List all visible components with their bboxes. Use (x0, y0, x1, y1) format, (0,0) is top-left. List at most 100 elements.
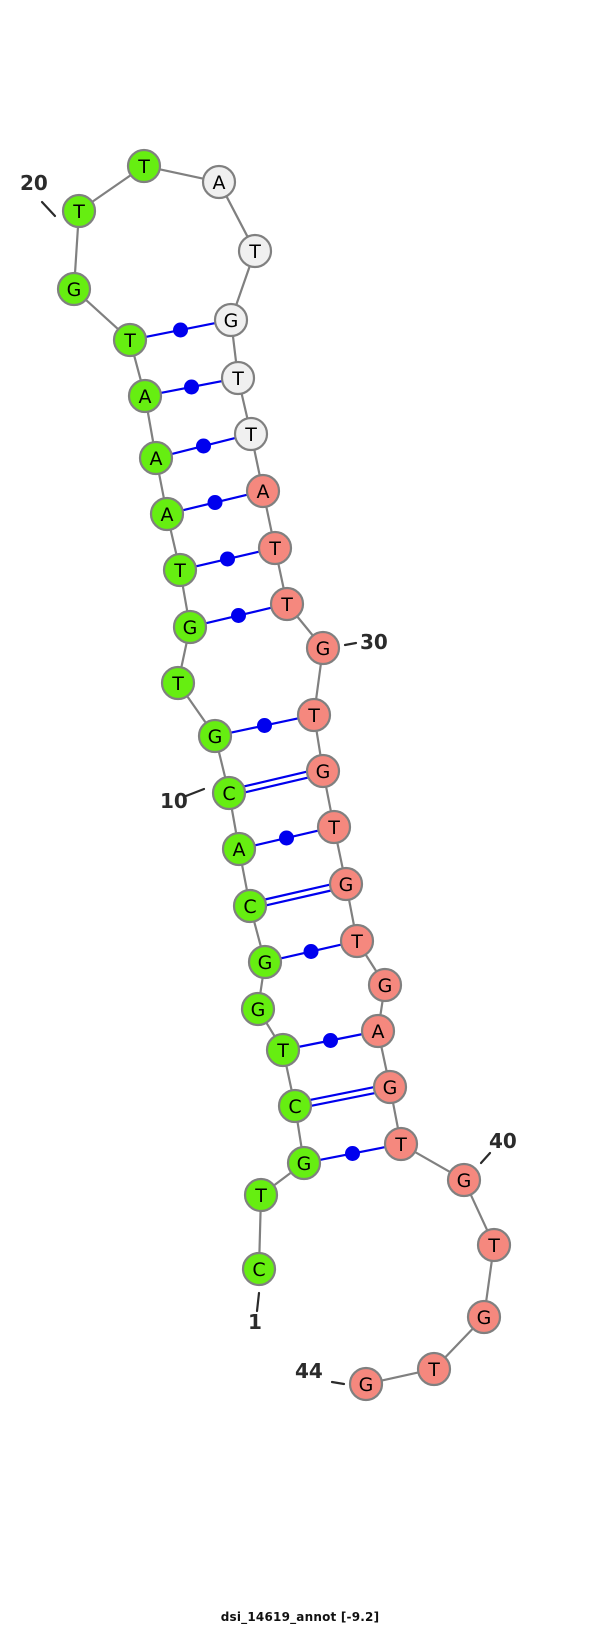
nucleotide-node[interactable]: G (466, 1299, 502, 1335)
nucleotide-circle[interactable] (112, 322, 148, 358)
nucleotide-node[interactable]: T (416, 1351, 452, 1387)
nucleotide-circle[interactable] (221, 831, 257, 867)
nucleotide-node[interactable]: A (245, 473, 281, 509)
nucleotide-node[interactable]: C (277, 1088, 313, 1124)
nucleotide-base-letter: G (339, 874, 354, 896)
nucleotide-node[interactable]: T (339, 923, 375, 959)
nucleotide-node[interactable]: G (348, 1366, 384, 1402)
nucleotide-circle[interactable] (220, 360, 256, 396)
nucleotide-node[interactable]: G (328, 866, 364, 902)
nucleotide-circle[interactable] (257, 530, 293, 566)
nucleotide-circle[interactable] (476, 1227, 512, 1263)
nucleotide-node[interactable]: T (316, 809, 352, 845)
nucleotide-circle[interactable] (339, 923, 375, 959)
nucleotide-circle[interactable] (265, 1032, 301, 1068)
backbone-link (133, 354, 142, 382)
nucleotide-circle[interactable] (316, 809, 352, 845)
nucleotide-node[interactable]: G (213, 302, 249, 338)
nucleotide-circle[interactable] (243, 1177, 279, 1213)
nucleotide-circle[interactable] (232, 888, 268, 924)
nucleotide-circle[interactable] (213, 302, 249, 338)
nucleotide-circle[interactable] (149, 496, 185, 532)
nucleotide-node[interactable]: T (383, 1126, 419, 1162)
bond-dot (231, 608, 246, 623)
nucleotide-base-letter: T (280, 594, 293, 616)
nucleotide-circle[interactable] (245, 473, 281, 509)
nucleotide-node[interactable]: A (201, 164, 237, 200)
nucleotide-node[interactable]: G (56, 271, 92, 307)
nucleotide-circle[interactable] (138, 440, 174, 476)
nucleotide-circle[interactable] (367, 967, 403, 1003)
nucleotide-node[interactable]: G (247, 944, 283, 980)
nucleotide-circle[interactable] (201, 164, 237, 200)
nucleotide-circle[interactable] (127, 378, 163, 414)
nucleotide-node[interactable]: T (257, 530, 293, 566)
nucleotide-node[interactable]: C (241, 1251, 277, 1287)
nucleotide-node[interactable]: T (476, 1227, 512, 1263)
nucleotide-circle[interactable] (383, 1126, 419, 1162)
nucleotide-node[interactable]: A (127, 378, 163, 414)
nucleotide-circle[interactable] (372, 1069, 408, 1105)
nucleotide-node[interactable]: C (232, 888, 268, 924)
nucleotide-node[interactable]: G (286, 1145, 322, 1181)
nucleotide-node[interactable]: T (112, 322, 148, 358)
nucleotide-node[interactable]: T (265, 1032, 301, 1068)
nucleotide-node[interactable]: G (367, 967, 403, 1003)
nucleotide-circle[interactable] (466, 1299, 502, 1335)
nucleotide-circle[interactable] (56, 271, 92, 307)
nucleotide-node[interactable]: G (372, 1069, 408, 1105)
nucleotide-node[interactable]: T (233, 416, 269, 452)
nucleotide-circle[interactable] (446, 1162, 482, 1198)
nucleotide-circle[interactable] (237, 233, 273, 269)
nucleotide-circle[interactable] (269, 586, 305, 622)
nucleotide-circle[interactable] (160, 665, 196, 701)
backbone-link (315, 662, 322, 701)
nucleotide-node[interactable]: T (243, 1177, 279, 1213)
position-tick (479, 1151, 492, 1165)
nucleotide-circle[interactable] (360, 1013, 396, 1049)
nucleotide-circle[interactable] (241, 1251, 277, 1287)
nucleotide-circle[interactable] (172, 609, 208, 645)
nucleotide-node[interactable]: T (296, 697, 332, 733)
nucleotide-node[interactable]: A (138, 440, 174, 476)
nucleotide-node[interactable]: T (269, 586, 305, 622)
nucleotide-node[interactable]: C (211, 775, 247, 811)
nucleotide-circle[interactable] (416, 1351, 452, 1387)
nucleotide-circle[interactable] (348, 1366, 384, 1402)
nucleotide-node[interactable]: G (446, 1162, 482, 1198)
nucleotide-circle[interactable] (305, 753, 341, 789)
nucleotide-circle[interactable] (126, 148, 162, 184)
nucleotide-node[interactable]: T (237, 233, 273, 269)
nucleotide-circle[interactable] (247, 944, 283, 980)
nucleotide-node[interactable]: T (160, 665, 196, 701)
nucleotide-node[interactable]: G (172, 609, 208, 645)
nucleotide-node[interactable]: T (220, 360, 256, 396)
nucleotide-circle[interactable] (211, 775, 247, 811)
nucleotide-circle[interactable] (286, 1145, 322, 1181)
nucleotide-circle[interactable] (61, 193, 97, 229)
backbone-link (230, 807, 238, 835)
nucleotide-circle[interactable] (328, 866, 364, 902)
nucleotide-node[interactable]: G (240, 991, 276, 1027)
nucleotide-node[interactable]: G (305, 753, 341, 789)
backbone-link (413, 1150, 452, 1174)
bond-dot (303, 944, 319, 959)
nucleotide-circle[interactable] (197, 718, 233, 754)
nucleotide-node[interactable]: G (305, 630, 341, 666)
nucleotide-circle[interactable] (296, 697, 332, 733)
nucleotide-node[interactable]: T (162, 552, 198, 588)
nucleotide-base-letter: G (297, 1153, 312, 1175)
nucleotide-node[interactable]: A (360, 1013, 396, 1049)
nucleotide-circle[interactable] (305, 630, 341, 666)
base-pair-bond (243, 770, 309, 794)
nucleotide-circle[interactable] (277, 1088, 313, 1124)
nucleotide-node[interactable]: T (61, 193, 97, 229)
nucleotide-circle[interactable] (162, 552, 198, 588)
nucleotide-circle[interactable] (233, 416, 269, 452)
nucleotide-node[interactable]: T (126, 148, 162, 184)
bond-dot (196, 438, 211, 454)
nucleotide-node[interactable]: A (149, 496, 185, 532)
nucleotide-node[interactable]: G (197, 718, 233, 754)
nucleotide-node[interactable]: A (221, 831, 257, 867)
nucleotide-circle[interactable] (240, 991, 276, 1027)
